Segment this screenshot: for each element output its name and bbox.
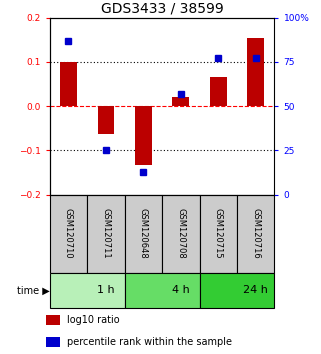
Bar	[237, 195, 274, 273]
Text: GSM120715: GSM120715	[214, 208, 223, 259]
Bar	[46, 337, 60, 347]
Text: 24 h: 24 h	[243, 285, 268, 295]
Bar	[172, 97, 189, 106]
Text: 1 h: 1 h	[97, 285, 115, 295]
Text: GSM120708: GSM120708	[176, 208, 185, 259]
Bar	[135, 106, 152, 165]
Title: GDS3433 / 38599: GDS3433 / 38599	[101, 1, 223, 15]
Text: percentile rank within the sample: percentile rank within the sample	[67, 337, 232, 347]
Bar	[87, 195, 125, 273]
Bar	[247, 38, 264, 106]
Bar	[98, 106, 114, 133]
Text: log10 ratio: log10 ratio	[67, 315, 120, 325]
Text: GSM120710: GSM120710	[64, 208, 73, 259]
Bar	[200, 273, 274, 308]
Bar	[200, 195, 237, 273]
Bar	[50, 195, 87, 273]
Text: GSM120648: GSM120648	[139, 208, 148, 259]
Text: GSM120711: GSM120711	[101, 208, 110, 259]
Bar	[162, 195, 200, 273]
Bar	[125, 273, 200, 308]
Bar	[46, 315, 60, 325]
Bar	[60, 62, 77, 106]
Text: GSM120716: GSM120716	[251, 208, 260, 259]
Bar	[50, 273, 125, 308]
Bar	[125, 195, 162, 273]
Text: 4 h: 4 h	[172, 285, 190, 295]
Text: time ▶: time ▶	[17, 285, 50, 295]
Bar	[210, 78, 227, 106]
